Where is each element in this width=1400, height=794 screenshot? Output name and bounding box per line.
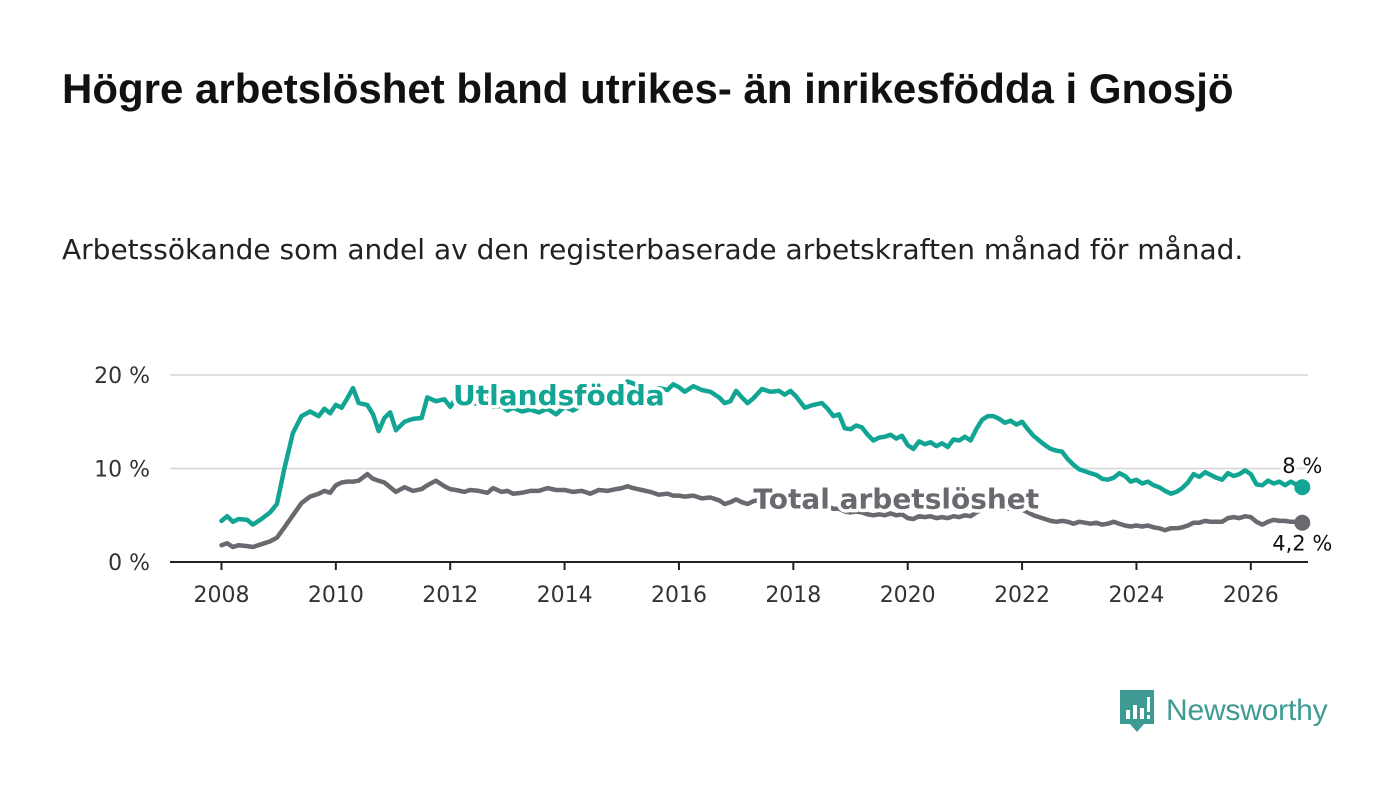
x-tick-label: 2018	[765, 583, 821, 608]
end-point-total	[1294, 514, 1311, 531]
chart-subtitle: Arbetssökande som andel av den registerb…	[62, 233, 1244, 266]
x-tick-label: 2014	[537, 583, 593, 608]
series-line-total	[219, 471, 1305, 550]
x-tick-label: 2016	[651, 583, 707, 608]
x-tick-label: 2012	[422, 583, 478, 608]
end-value-label-utlandsfodda: 8 %	[1282, 454, 1322, 478]
y-tick-label: 20 %	[94, 364, 150, 389]
x-tick-label: 2024	[1108, 583, 1164, 608]
brand-logo[interactable]: Newsworthy	[1118, 688, 1328, 734]
newsworthy-logo-icon	[1120, 690, 1154, 732]
x-tick-label: 2008	[193, 583, 249, 608]
series-label-utlandsfodda: Utlandsfödda	[453, 379, 665, 412]
y-tick-label: 0 %	[108, 551, 150, 576]
end-value-label-total: 4,2 %	[1272, 532, 1332, 556]
x-tick-label: 2020	[880, 583, 936, 608]
y-tick-label: 10 %	[94, 458, 150, 483]
x-tick-label: 2022	[994, 583, 1050, 608]
series-label-total: Total arbetslöshet	[753, 483, 1039, 516]
series-line-utlandsfodda	[219, 379, 1305, 527]
line-chart: 0 % 10 % 20 % 2008 2010 2012 2014 2016 2018 2020 2…	[94, 364, 1335, 608]
x-tick-label: 2026	[1223, 583, 1279, 608]
chart-title: Högre arbetslöshet bland utrikes- än inr…	[62, 65, 1234, 112]
x-tick-label: 2010	[308, 583, 364, 608]
brand-name: Newsworthy	[1166, 694, 1328, 727]
end-point-utlandsfodda	[1294, 479, 1311, 496]
